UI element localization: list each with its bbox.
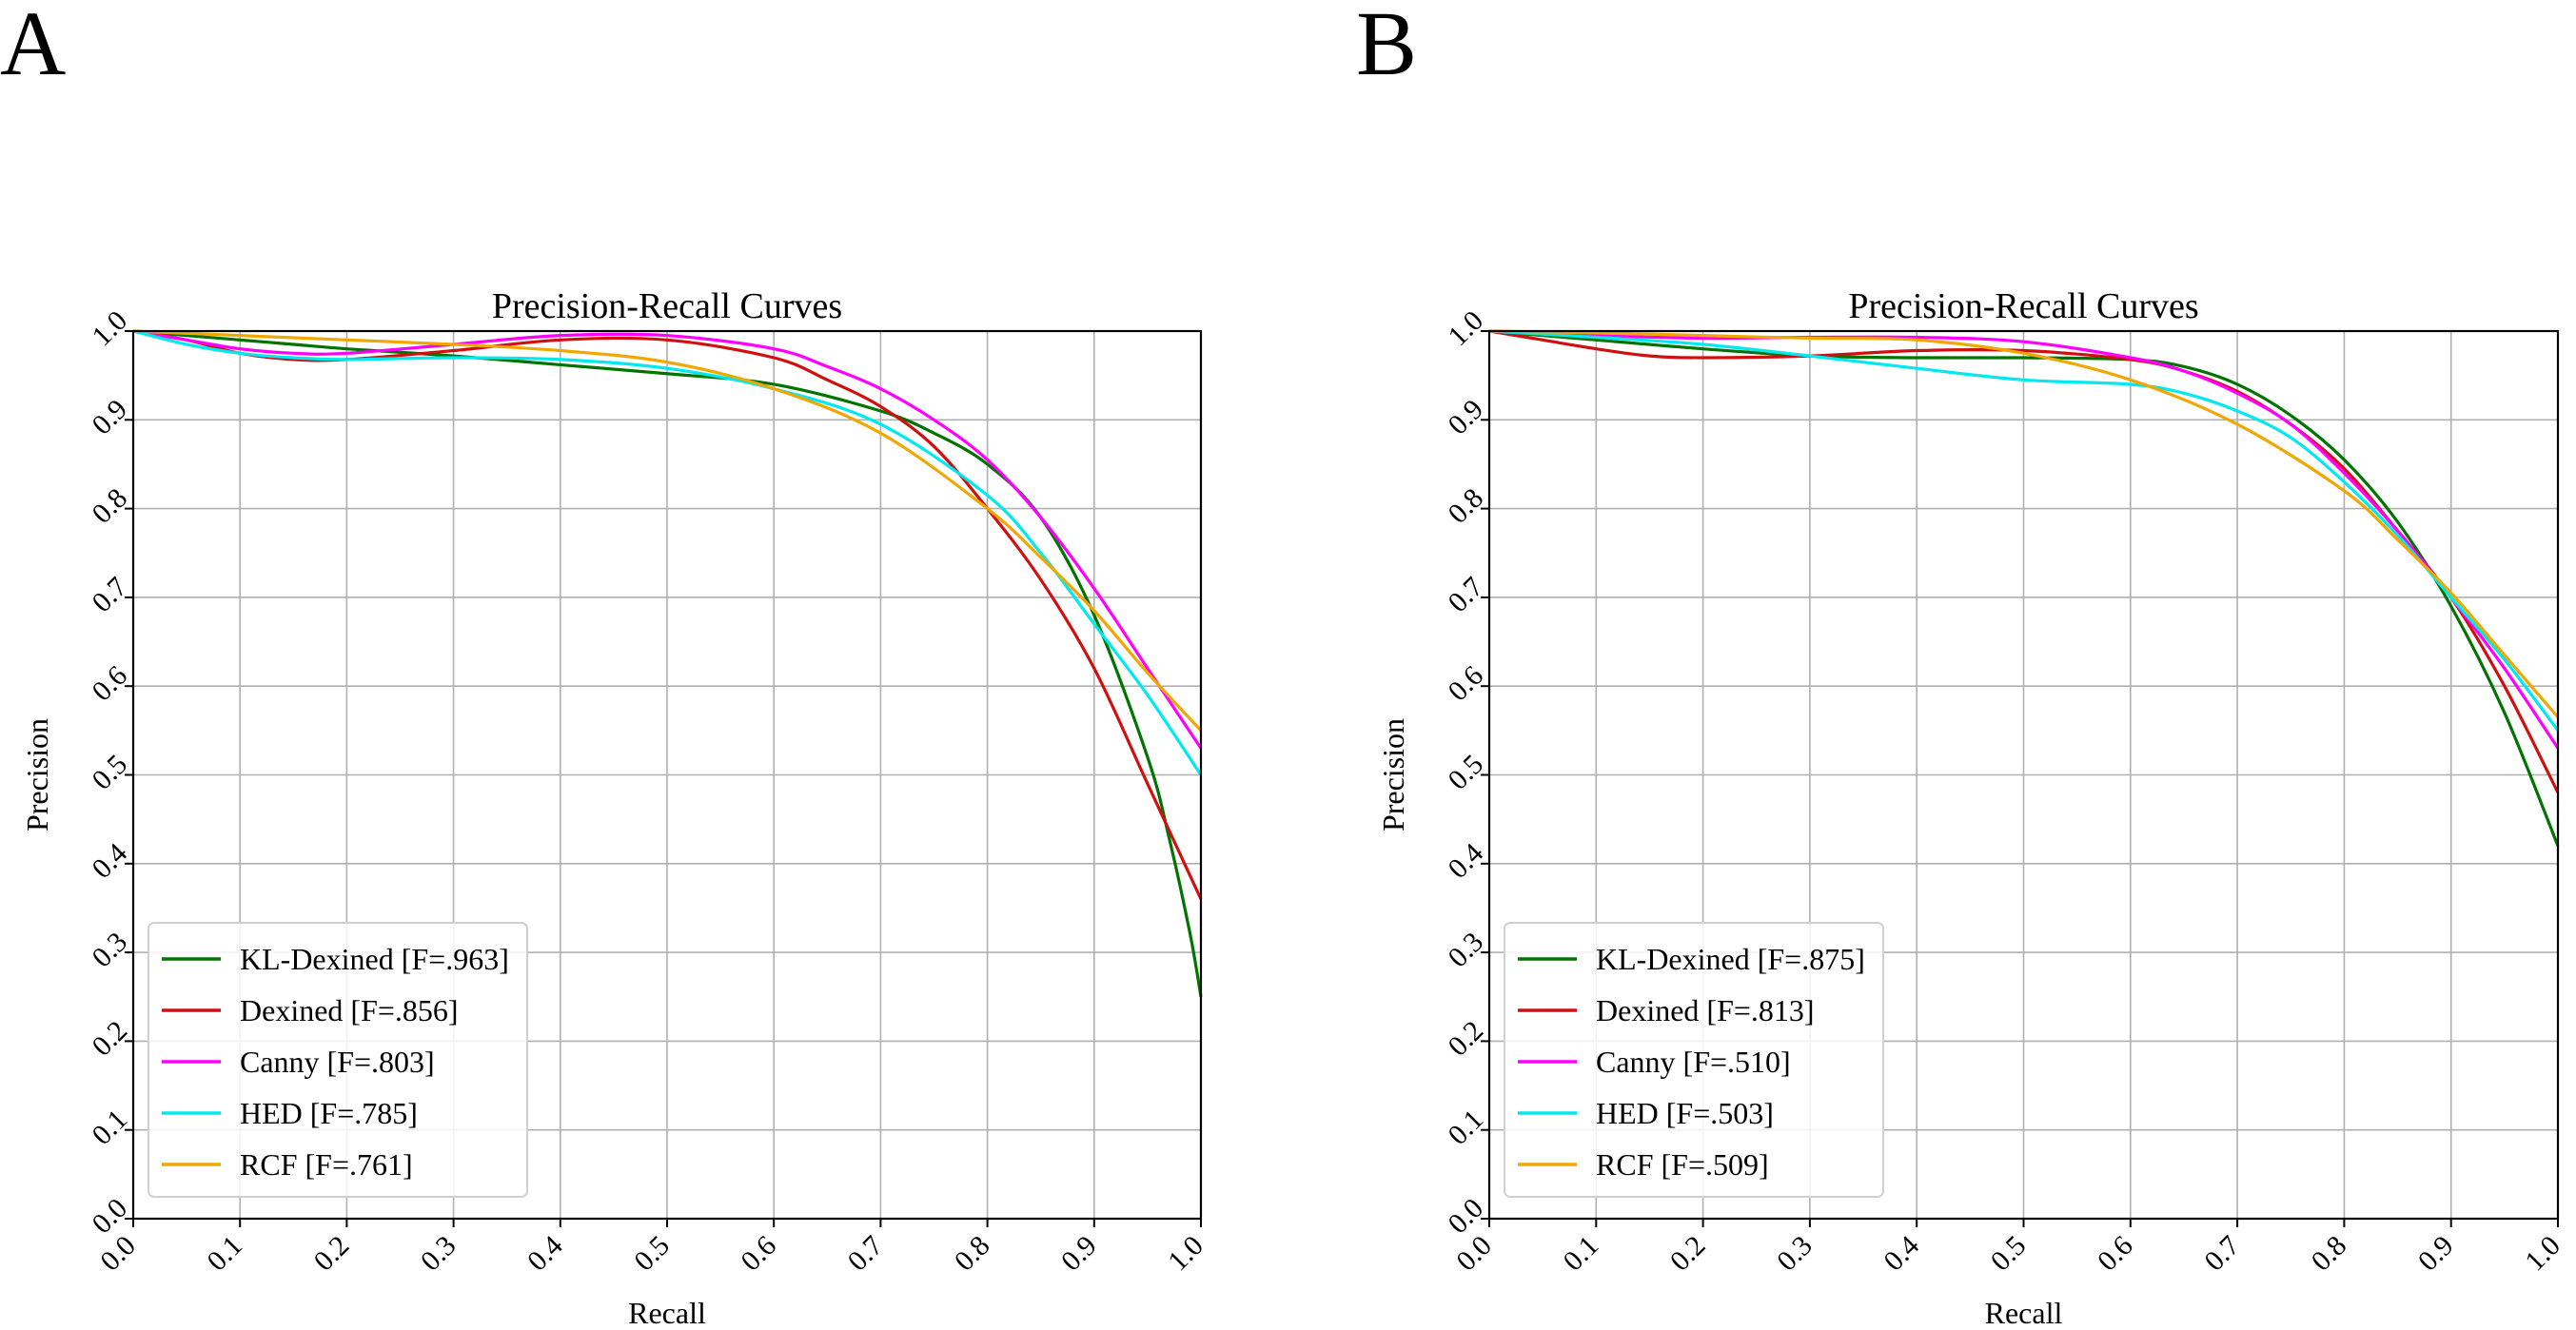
y-tick-label: 0.2	[1442, 1015, 1489, 1063]
legend-label-2: Dexined [F=.813]	[1596, 993, 1815, 1027]
series-line-5	[1489, 329, 2560, 718]
series-lines	[133, 329, 1203, 998]
chart-panel-a: 0.0 0.1 0.2 0.3 0.4 0.5 0.6 0.7 0.8 0.9 1.0 0.0 0.1 0…	[20, 286, 1209, 1330]
x-tick-label: 0.2	[1664, 1230, 1712, 1278]
series-line-5	[133, 329, 1203, 732]
y-tick-label: 0.1	[86, 1104, 133, 1151]
chart-title: Precision-Recall Curves	[1848, 286, 2198, 326]
y-tick-label: 0.0	[1442, 1192, 1489, 1240]
y-tick-label: 0.5	[86, 749, 133, 796]
series-line-1	[133, 329, 1203, 998]
legend: KL-Dexined [F=.875] Dexined [F=.813] Canny…	[1504, 922, 1884, 1198]
x-tick-label: 0.4	[521, 1230, 569, 1278]
y-axis-label: Precision	[1376, 718, 1410, 831]
series-line-2	[133, 329, 1203, 900]
y-tick-label: 0.8	[1442, 482, 1489, 530]
y-tick-label: 0.6	[1442, 660, 1489, 708]
y-tick-label: 0.6	[86, 660, 133, 708]
x-tick-label: 0.6	[2092, 1230, 2139, 1278]
y-tick-label: 0.3	[86, 926, 133, 973]
legend-box	[147, 922, 528, 1198]
x-tick-label: 0.3	[1771, 1230, 1819, 1278]
series-line-4	[133, 329, 1203, 776]
legend-label-1: KL-Dexined [F=.875]	[1596, 942, 1865, 976]
y-tick-label: 0.9	[1442, 394, 1489, 441]
legend-label-3: Canny [F=.510]	[1596, 1045, 1791, 1079]
series-line-1	[1489, 329, 2560, 847]
x-axis-label: Recall	[628, 1296, 706, 1330]
legend-label-4: HED [F=.785]	[240, 1096, 418, 1130]
y-tick-label: 0.5	[1442, 749, 1489, 796]
legend-box	[1504, 922, 1884, 1198]
x-tick-label: 0.7	[841, 1230, 889, 1278]
y-tick-label: 0.4	[1442, 837, 1489, 885]
y-tick-label: 0.9	[86, 394, 133, 441]
x-tick-label: 0.7	[2198, 1230, 2246, 1278]
y-tick-label: 1.0	[1442, 304, 1489, 352]
legend: KL-Dexined [F=.963] Dexined [F=.856] Canny…	[147, 922, 528, 1198]
legend-label-3: Canny [F=.803]	[240, 1045, 435, 1079]
x-tick-label: 0.1	[201, 1230, 248, 1278]
x-tick-label: 0.5	[1985, 1230, 2033, 1278]
x-tick-label: 0.0	[94, 1230, 142, 1278]
x-tick-label: 1.0	[2519, 1230, 2566, 1278]
y-tick-label: 0.7	[1442, 571, 1489, 618]
x-tick-label: 0.3	[415, 1230, 462, 1278]
x-tick-label: 0.9	[2412, 1230, 2460, 1278]
y-tick-label: 0.2	[86, 1015, 133, 1063]
x-tick-label: 0.0	[1450, 1230, 1498, 1278]
legend-label-4: HED [F=.503]	[1596, 1096, 1774, 1130]
x-tick-label: 0.5	[628, 1230, 676, 1278]
x-tick-label: 1.0	[1162, 1230, 1209, 1278]
x-tick-label: 0.2	[307, 1230, 355, 1278]
x-tick-label: 0.8	[949, 1230, 996, 1278]
y-tick-label: 1.0	[86, 304, 133, 352]
legend-label-1: KL-Dexined [F=.963]	[240, 942, 509, 976]
legend-label-5: RCF [F=.509]	[1596, 1147, 1769, 1182]
x-tick-label: 0.1	[1557, 1230, 1604, 1278]
series-lines	[1489, 329, 2560, 847]
legend-label-5: RCF [F=.761]	[240, 1147, 413, 1182]
panel-label-b: B	[1356, 0, 1418, 94]
x-tick-label: 0.6	[735, 1230, 782, 1278]
y-tick-label: 0.0	[86, 1192, 133, 1240]
y-tick-label: 0.4	[86, 837, 133, 885]
y-axis-label: Precision	[20, 718, 54, 831]
y-tick-label: 0.3	[1442, 926, 1489, 973]
x-tick-label: 0.9	[1055, 1230, 1103, 1278]
panel-label-a: A	[0, 0, 67, 94]
y-tick-label: 0.1	[1442, 1104, 1489, 1151]
y-tick-label: 0.7	[86, 571, 133, 618]
series-line-4	[1489, 329, 2560, 732]
chart-panel-b: 0.0 0.1 0.2 0.3 0.4 0.5 0.6 0.7 0.8 0.9 1.0 0.0 0.1 0…	[1376, 286, 2566, 1330]
x-tick-label: 0.8	[2305, 1230, 2352, 1278]
x-tick-label: 0.4	[1878, 1230, 1925, 1278]
x-axis-label: Recall	[1985, 1296, 2063, 1330]
chart-title: Precision-Recall Curves	[492, 286, 842, 326]
y-tick-label: 0.8	[86, 482, 133, 530]
legend-label-2: Dexined [F=.856]	[240, 993, 459, 1027]
series-line-3	[133, 329, 1203, 750]
